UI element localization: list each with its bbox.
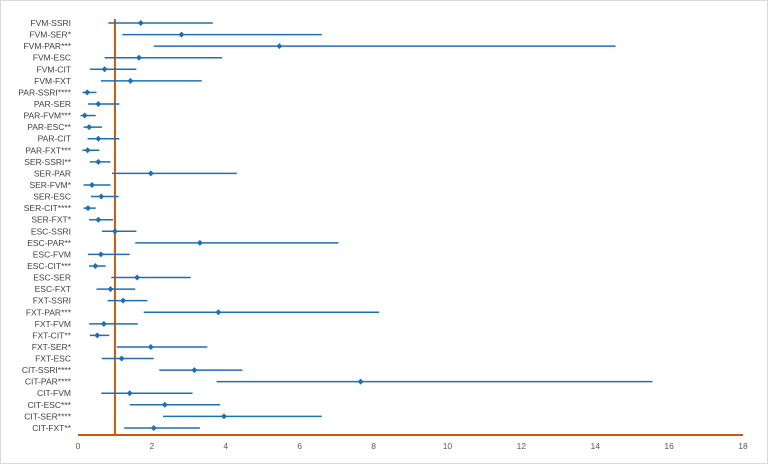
point-estimate-marker [89,181,96,188]
x-tick-label: 16 [664,441,674,451]
point-estimate-marker [150,424,157,431]
x-tick-label: 14 [590,441,600,451]
point-estimate-marker [135,54,142,61]
row-label: SER-SSRI** [24,157,71,167]
row-label: ESC-CIT*** [27,261,72,271]
row-label: SER-CIT**** [24,203,72,213]
row-label: CIT-FVM [37,388,71,398]
row-label: PAR-SER [34,99,71,109]
row-label: ESC-FXT [35,284,71,294]
point-estimate-marker [101,66,108,73]
x-tick-label: 4 [223,441,228,451]
x-tick-label: 6 [297,441,302,451]
point-estimate-marker [111,228,118,235]
row-label: ESC-SSRI [31,226,71,236]
x-tick-label: 8 [371,441,376,451]
row-label: FXT-ESC [35,354,71,364]
point-estimate-marker [92,262,99,269]
point-estimate-marker [98,193,105,200]
point-estimate-marker [220,413,227,420]
point-estimate-marker [81,112,88,119]
point-estimate-marker [84,89,91,96]
row-label: FXT-CIT** [32,330,71,340]
point-estimate-marker [191,367,198,374]
point-estimate-marker [84,205,91,212]
point-estimate-marker [161,401,168,408]
row-label: CIT-SER**** [24,411,71,421]
row-label: SER-ESC [33,192,71,202]
row-label: FVM-FXT [34,76,71,86]
row-label: PAR-FVM*** [23,111,71,121]
row-label: CIT-SSRI**** [22,365,72,375]
row-label: PAR-CIT [38,134,71,144]
x-tick-label: 10 [443,441,453,451]
point-estimate-marker [178,31,185,38]
row-label: FXT-PAR*** [26,307,72,317]
row-label: CIT-ESC*** [28,400,72,410]
x-tick-label: 12 [517,441,527,451]
row-label: PAR-SSRI**** [18,87,71,97]
row-label: FVM-SER* [29,30,71,40]
point-estimate-marker [86,124,93,131]
point-estimate-marker [127,77,134,84]
row-label: FXT-SER* [32,342,72,352]
point-estimate-marker [95,158,102,165]
x-tick-label: 18 [738,441,748,451]
point-estimate-marker [118,355,125,362]
x-tick-label: 2 [150,441,155,451]
point-estimate-marker [147,170,154,177]
row-label: ESC-FVM [33,249,71,259]
row-label: FVM-SSRI [30,18,71,28]
row-label: ESC-SER [33,273,71,283]
row-label: FVM-ESC [33,53,71,63]
x-tick-label: 0 [76,441,81,451]
row-label: FVM-CIT [37,64,71,74]
row-label: ESC-PAR** [27,238,71,248]
point-estimate-marker [95,216,102,223]
point-estimate-marker [84,147,91,154]
point-estimate-marker [95,100,102,107]
row-label: PAR-FXT*** [25,145,71,155]
point-estimate-marker [95,135,102,142]
point-estimate-marker [215,309,222,316]
row-label: SER-FVM* [29,180,71,190]
row-label: SER-FXT* [31,215,71,225]
row-label: CIT-PAR**** [25,377,72,387]
point-estimate-marker [107,286,114,293]
point-estimate-marker [357,378,364,385]
point-estimate-marker [100,320,107,327]
point-estimate-marker [276,43,283,50]
point-estimate-marker [120,297,127,304]
point-estimate-marker [97,251,104,258]
point-estimate-marker [147,343,154,350]
row-label: CIT-FXT** [32,423,71,433]
point-estimate-marker [126,390,133,397]
point-estimate-marker [134,274,141,281]
point-estimate-marker [196,239,203,246]
row-label: SER-PAR [34,168,71,178]
row-label: FXT-SSRI [33,296,71,306]
point-estimate-marker [94,332,101,339]
row-label: PAR-ESC** [27,122,71,132]
row-label: FVM-PAR*** [23,41,71,51]
point-estimate-marker [137,20,144,26]
row-label: FXT-FVM [35,319,71,329]
